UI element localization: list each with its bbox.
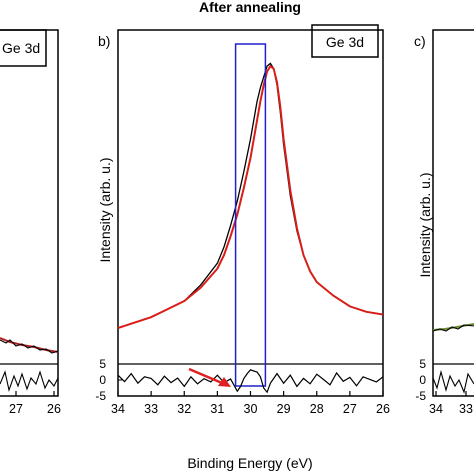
highlight-box: [234, 43, 267, 387]
x-tick-label-right: 34: [429, 402, 443, 416]
x-tick-label: 34: [111, 402, 125, 416]
plot-frame-left: [0, 29, 59, 397]
panel-a: Ge 3d 27 26: [0, 29, 61, 416]
x-tick-label: 30: [244, 402, 258, 416]
panel-b: After annealing b) Ge 3d Intensity (arb.…: [95, 0, 390, 471]
series-measured: [117, 62, 384, 329]
x-tick-label: 29: [277, 402, 291, 416]
residual-y-tick-right: 0: [419, 373, 426, 387]
x-axis-label: Binding Energy (eV): [187, 455, 312, 471]
residual-left: [0, 370, 59, 392]
panel-title: After annealing: [199, 0, 301, 15]
x-tick-label: 31: [210, 402, 224, 416]
residual-y-tick: 5: [99, 357, 106, 371]
x-tick-label: 32: [177, 402, 191, 416]
legend-label: Ge 3d: [326, 34, 364, 50]
x-tick-label-left: 26: [47, 402, 61, 416]
x-tick-label: 26: [376, 402, 390, 416]
panel-c: c) Intensity (arb. u.) 5 0 -534 33: [414, 29, 474, 416]
x-tick-label: 28: [310, 402, 324, 416]
residual-y-tick-right: 5: [419, 357, 426, 371]
arrow: [188, 367, 223, 385]
plot-frame: [117, 29, 384, 397]
plot-frame-right: [432, 29, 474, 397]
x-tick-label: 33: [144, 402, 158, 416]
series-fit: [117, 64, 384, 329]
arrow-head: [218, 377, 231, 387]
x-tick-label-right: 33: [459, 402, 473, 416]
x-tick-label: 27: [343, 402, 357, 416]
panel-label-b: b): [98, 33, 110, 49]
measured-left: [0, 339, 59, 354]
x-tick-label-left: 27: [9, 402, 23, 416]
legend-label-left: Ge 3d: [2, 40, 40, 56]
fit-left: [0, 337, 59, 353]
residual-y-tick-right: -5: [415, 389, 426, 403]
y-axis-label: Intensity (arb. u.): [97, 157, 113, 262]
panel-label-c: c): [414, 33, 426, 49]
measured-right: [432, 324, 474, 332]
series-residual: [117, 369, 384, 394]
residual-y-tick: 0: [99, 373, 106, 387]
y-axis-label-right: Intensity (arb. u.): [417, 172, 433, 277]
residual-y-tick: -5: [95, 389, 106, 403]
residual-right: [432, 369, 474, 394]
